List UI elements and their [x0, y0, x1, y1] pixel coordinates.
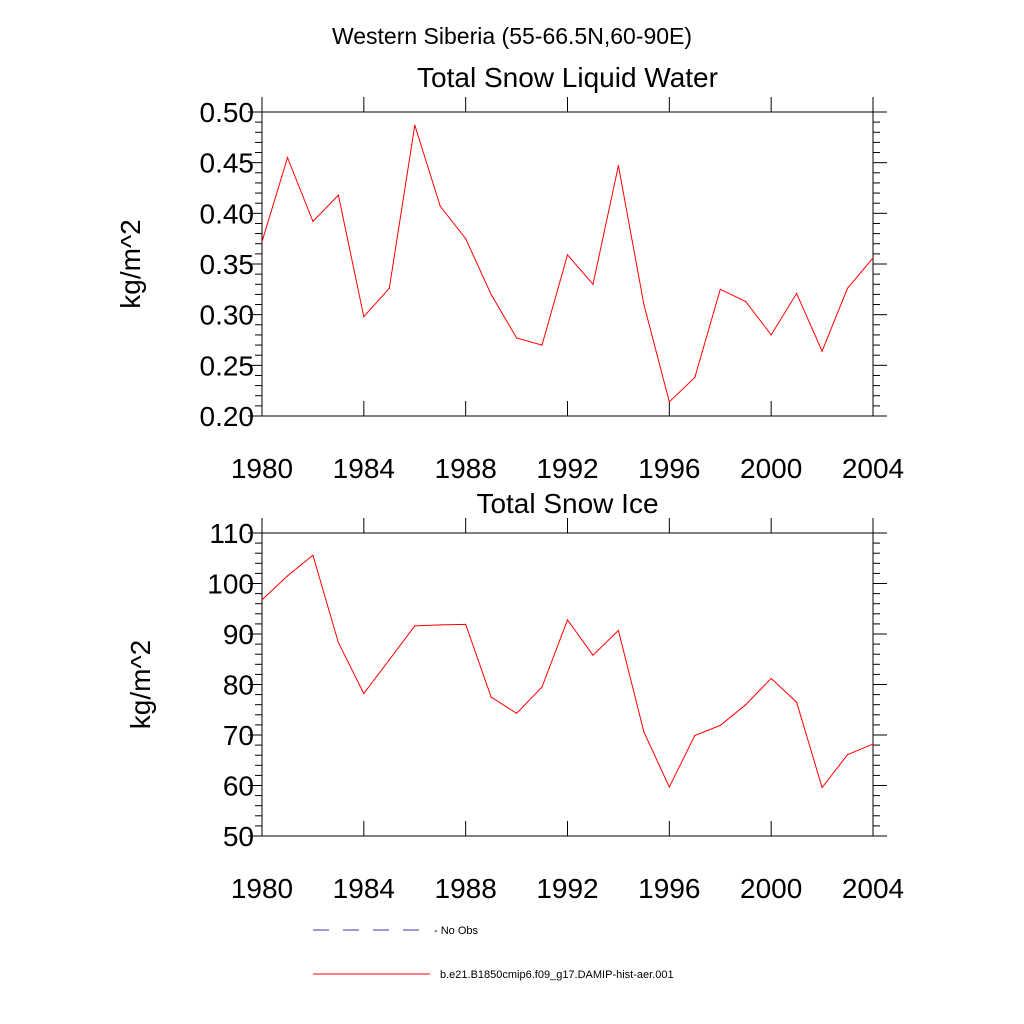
chart-1-data-point	[617, 629, 620, 632]
legend-label-no-obs: - No Obs	[434, 925, 479, 937]
chart-1-y-tick-label: 70	[223, 720, 254, 751]
chart-0-data-point	[388, 287, 390, 289]
chart-1-x-tick-label: 1980	[231, 873, 293, 904]
chart-1-title: Total Snow Ice	[476, 488, 658, 519]
chart-1-data-point	[439, 624, 441, 626]
chart-0-data-point	[770, 334, 772, 336]
chart-1-x-tick-label: 2004	[842, 873, 904, 904]
chart-1-data-point	[337, 641, 339, 644]
chart-0-data-point	[846, 287, 849, 289]
chart-1-y-tick-label: 50	[223, 821, 254, 852]
chart-1-data-point	[694, 734, 696, 737]
chart-1-data-point	[643, 731, 645, 733]
chart-0-data-point	[821, 350, 823, 352]
chart-0-series-line-0	[261, 125, 874, 403]
chart-0-data-point	[261, 241, 263, 243]
chart-0-data-point	[541, 344, 543, 346]
chart-1-data-point	[363, 692, 365, 695]
chart-1-y-axis-label: kg/m^2	[125, 640, 156, 729]
chart-1-data-point	[846, 754, 849, 756]
chart-0-y-tick-label: 0.35	[200, 249, 255, 280]
chart-0-data-point	[312, 220, 314, 223]
chart-0-x-tick-label: 1988	[435, 453, 497, 484]
chart-0-data-point	[515, 337, 518, 339]
chart-0-x-tick-label: 2000	[740, 453, 802, 484]
chart-1-data-point	[388, 659, 390, 661]
chart-panel-snow-ice: Total Snow Ice 1980 1984 1988 1992 1996 2000 20…	[125, 488, 904, 904]
chart-0-data-point	[566, 254, 569, 256]
chart-1-x-tick-label: 1992	[536, 873, 598, 904]
chart-1-x-tick-label: 2000	[740, 873, 802, 904]
chart-1-data-point	[796, 701, 798, 703]
chart-1-y-tick-label: 90	[223, 619, 254, 650]
chart-0-data-point	[592, 283, 594, 285]
chart-0-y-tick-label: 0.30	[200, 300, 255, 331]
chart-1-data-point	[286, 575, 289, 577]
chart-0-x-tick-label: 2004	[842, 453, 904, 484]
chart-1-data-point	[490, 696, 492, 698]
chart-0-data-point	[617, 165, 620, 167]
chart-1-data-point	[465, 623, 467, 626]
chart-0-title: Total Snow Liquid Water	[417, 62, 718, 93]
chart-0-y-tick-label: 0.45	[200, 148, 255, 179]
chart-0-y-tick-label: 0.20	[200, 401, 255, 432]
chart-1-y-tick-label: 80	[223, 670, 254, 701]
chart-0-data-point	[745, 300, 747, 303]
chart-1-data-point	[872, 743, 874, 745]
chart-1-data-point	[719, 724, 721, 727]
chart-0-data-point	[363, 316, 365, 318]
chart-1-data-point	[770, 677, 772, 680]
chart-0-x-tick-label: 1996	[638, 453, 700, 484]
chart-1-x-tick-label: 1996	[638, 873, 700, 904]
chart-0-data-point	[643, 303, 645, 306]
chart-1-x-tick-label: 1988	[435, 873, 497, 904]
chart-1-data-point	[515, 712, 518, 714]
chart-1-data-point	[541, 686, 543, 688]
chart-0-y-axis-label: kg/m^2	[115, 219, 146, 308]
chart-panel-snow-liquid-water: Total Snow Liquid Water 1980 1984 1988 1992 1…	[115, 62, 904, 484]
chart-0-data-point	[719, 288, 721, 290]
chart-0-x-tick-label: 1984	[333, 453, 395, 484]
figure-title: Western Siberia (55-66.5N,60-90E)	[332, 23, 692, 49]
chart-0-data-point	[439, 205, 441, 207]
chart-0-data-point	[872, 257, 874, 259]
legend: - No Obs b.e21.B1850cmip6.f09_g17.DAMIP-…	[313, 925, 674, 981]
chart-0-data-point	[668, 401, 670, 403]
chart-1-y-tick-label: 60	[223, 771, 254, 802]
chart-0-y-tick-label: 0.50	[200, 97, 255, 128]
chart-1-data-point	[668, 786, 670, 788]
chart-1-data-point	[414, 625, 416, 627]
chart-0-data-point	[490, 293, 492, 295]
chart-1-data-point	[592, 654, 594, 656]
chart-1-data-point	[312, 554, 314, 556]
chart-1-y-tick-label: 110	[209, 518, 254, 549]
chart-0-data-point	[414, 124, 416, 126]
chart-0-data-point	[286, 157, 289, 159]
chart-1-series-line-0	[261, 554, 874, 789]
chart-1-data-point	[821, 786, 823, 789]
chart-0-data-point	[694, 376, 696, 379]
legend-label-model: b.e21.B1850cmip6.f09_g17.DAMIP-hist-aer.…	[440, 969, 674, 981]
chart-0-x-tick-label: 1980	[231, 453, 293, 484]
chart-0-data-point	[337, 194, 339, 196]
chart-1-plot-frame	[261, 532, 874, 837]
chart-0-x-tick-label: 1992	[536, 453, 598, 484]
chart-1-x-tick-label: 1984	[333, 873, 395, 904]
chart-0-plot-frame	[261, 111, 874, 417]
chart-0-data-point	[465, 238, 467, 240]
chart-1-y-tick-label: 100	[207, 569, 254, 600]
chart-1-data-point	[261, 599, 263, 601]
chart-0-y-tick-label: 0.25	[200, 350, 255, 381]
chart-1-data-point	[745, 704, 747, 706]
chart-0-y-tick-label: 0.40	[200, 198, 255, 229]
chart-1-data-point	[566, 619, 569, 621]
chart-0-data-point	[796, 292, 798, 294]
